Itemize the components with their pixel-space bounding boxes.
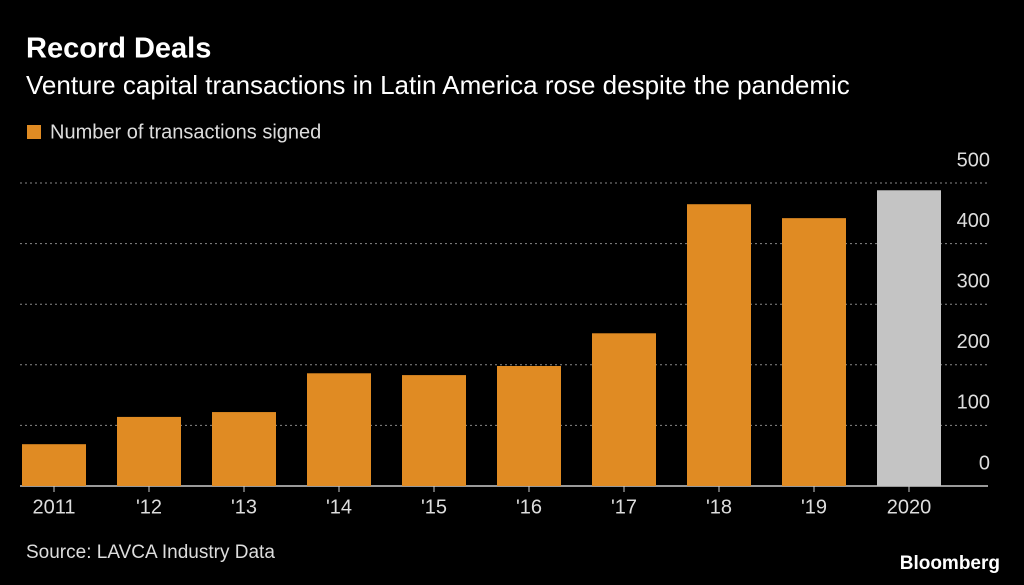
chart-title: Record Deals (26, 33, 211, 65)
x-tick-label: '13 (231, 496, 257, 518)
bar (22, 444, 86, 486)
legend-label: Number of transactions signed (50, 121, 321, 143)
bar (592, 333, 656, 486)
bar (782, 218, 846, 486)
y-tick-label: 200 (957, 331, 990, 353)
bar (877, 190, 941, 486)
bar (497, 366, 561, 486)
bar (307, 373, 371, 486)
legend-swatch (27, 125, 41, 139)
brand: Bloomberg (900, 553, 1000, 574)
x-tick-label: '17 (611, 496, 637, 518)
y-tick-label: 300 (957, 270, 990, 292)
y-tick-label: 0 (979, 452, 990, 474)
x-tick-label: '18 (706, 496, 732, 518)
bar (402, 375, 466, 486)
x-tick-label: '16 (516, 496, 542, 518)
y-tick-label: 500 (957, 149, 990, 171)
x-tick-label: 2020 (887, 496, 932, 518)
source: Source: LAVCA Industry Data (26, 542, 275, 563)
x-tick-label: 2011 (32, 496, 75, 518)
y-tick-label: 100 (957, 392, 990, 414)
x-tick-label: '19 (801, 496, 827, 518)
bar (117, 416, 181, 486)
chart-subtitle: Venture capital transactions in Latin Am… (26, 70, 850, 100)
x-tick-label: '14 (326, 496, 352, 518)
x-tick-label: '12 (136, 496, 162, 518)
x-tick-label: '15 (421, 496, 447, 518)
y-tick-label: 400 (957, 210, 990, 232)
bar (687, 204, 751, 486)
bar (212, 412, 276, 486)
